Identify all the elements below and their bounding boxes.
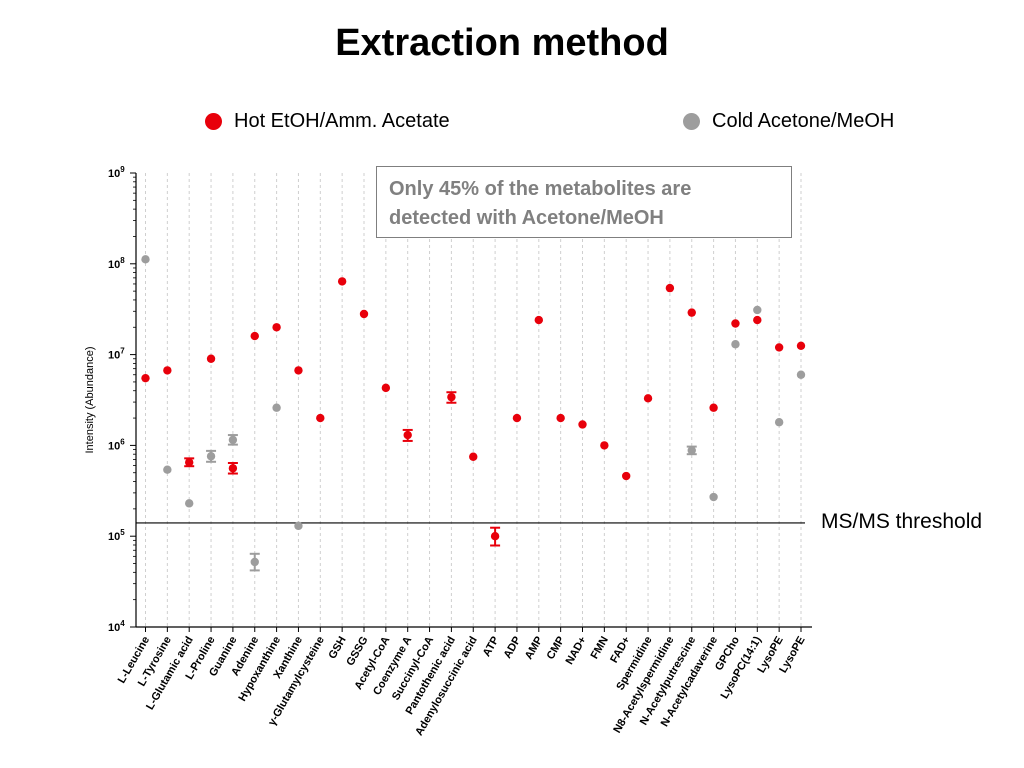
data-point-hot <box>163 366 172 375</box>
data-point-cold <box>796 370 806 379</box>
x-tick-label: AMP <box>523 635 546 662</box>
data-point-hot <box>228 464 238 473</box>
legend-dot-hot <box>205 113 222 130</box>
data-point-hot <box>141 373 150 383</box>
data-point-hot <box>665 283 675 293</box>
data-point-cold <box>687 446 696 455</box>
x-tick-label: ADP <box>502 635 524 661</box>
data-point-hot <box>709 403 718 412</box>
data-point-hot <box>600 441 609 450</box>
data-point-cold <box>163 465 172 474</box>
data-point-hot <box>556 413 565 423</box>
data-point-hot <box>206 354 216 363</box>
data-point-hot <box>774 343 784 352</box>
x-tick-label: ATP <box>481 635 502 659</box>
x-tick-label: GSH <box>326 634 348 661</box>
y-tick-label: 108 <box>108 256 125 271</box>
legend-dot-cold <box>683 113 700 130</box>
y-tick-label: 106 <box>108 437 125 452</box>
data-point-cold <box>206 452 216 461</box>
x-tick-label: NAD+ <box>564 635 590 667</box>
data-point-hot <box>272 323 281 332</box>
data-point-cold <box>753 305 762 315</box>
data-point-hot <box>622 471 631 481</box>
data-point-cold <box>774 418 784 427</box>
data-point-hot <box>753 315 762 325</box>
legend-label-hot: Hot EtOH/Amm. Acetate <box>234 110 450 132</box>
data-point-hot <box>512 413 522 423</box>
legend-label-cold: Cold Acetone/MeOH <box>712 110 895 132</box>
data-point-hot <box>796 341 806 351</box>
data-point-hot <box>185 458 194 467</box>
y-tick-label: 107 <box>108 347 125 362</box>
x-tick-label: FMN <box>589 634 611 661</box>
data-point-cold <box>250 557 259 567</box>
chart-title: Extraction method <box>335 22 669 64</box>
data-point-hot <box>316 413 325 423</box>
data-point-hot <box>447 392 456 402</box>
data-point-hot <box>337 277 347 286</box>
y-axis-label: Intensity (Abundance) <box>84 346 96 453</box>
data-point-hot <box>250 331 259 341</box>
data-point-hot <box>381 383 391 393</box>
data-point-hot <box>687 308 696 317</box>
data-point-hot <box>578 420 587 429</box>
data-point-cold <box>272 403 281 412</box>
data-point-cold <box>294 521 303 531</box>
data-point-cold <box>228 435 238 445</box>
data-point-hot <box>643 394 653 403</box>
legend-item-hot: Hot EtOH/Amm. Acetate <box>205 110 450 133</box>
data-point-cold <box>731 340 740 349</box>
data-point-hot <box>294 366 303 375</box>
data-point-hot <box>731 319 740 328</box>
data-point-cold <box>185 499 194 508</box>
data-point-hot <box>534 315 543 325</box>
data-point-hot <box>469 452 478 461</box>
y-tick-label: 104 <box>108 619 125 634</box>
y-tick-label: 109 <box>108 165 125 180</box>
data-point-hot <box>359 309 369 319</box>
threshold-label: MS/MS threshold <box>821 510 983 533</box>
data-point-hot <box>490 532 500 541</box>
y-tick-label: 105 <box>108 528 125 543</box>
annotation-box: Only 45% of the metabolites are detected… <box>376 166 792 238</box>
legend-item-cold: Cold Acetone/MeOH <box>683 110 894 133</box>
data-point-cold <box>141 255 150 264</box>
data-point-cold <box>709 492 718 502</box>
data-point-hot <box>403 430 412 440</box>
x-tick-label: CMP <box>545 635 568 662</box>
